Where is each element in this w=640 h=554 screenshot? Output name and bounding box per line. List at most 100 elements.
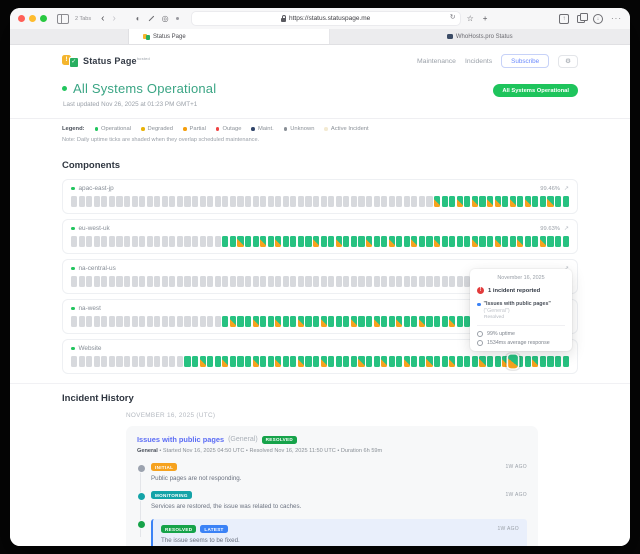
uptime-tick[interactable] [434, 316, 441, 327]
uptime-tick[interactable] [237, 196, 244, 207]
uptime-tick[interactable] [275, 236, 282, 247]
uptime-tick[interactable] [154, 356, 161, 367]
uptime-tick[interactable] [555, 236, 562, 247]
uptime-tick[interactable] [93, 276, 100, 287]
uptime-tick[interactable] [154, 196, 161, 207]
uptime-tick[interactable] [305, 356, 312, 367]
uptime-tick[interactable] [403, 196, 410, 207]
uptime-tick[interactable] [403, 276, 410, 287]
uptime-tick[interactable] [464, 356, 471, 367]
uptime-tick[interactable] [244, 356, 252, 367]
uptime-tick[interactable] [252, 316, 259, 327]
uptime-tick[interactable] [539, 196, 547, 207]
uptime-tick[interactable] [71, 236, 78, 247]
uptime-tick[interactable] [260, 316, 267, 327]
uptime-tick[interactable] [343, 276, 350, 287]
uptime-tick[interactable] [441, 236, 448, 247]
uptime-tick[interactable] [335, 196, 342, 207]
tab-count-label[interactable]: 2 Tabs [75, 15, 92, 22]
uptime-tick[interactable] [131, 316, 138, 327]
uptime-tick[interactable] [539, 356, 547, 367]
uptime-tick[interactable] [71, 316, 78, 327]
uptime-tick[interactable] [290, 196, 297, 207]
uptime-tick[interactable] [260, 356, 267, 367]
uptime-tick[interactable] [229, 276, 236, 287]
uptime-tick[interactable] [358, 196, 365, 207]
uptime-tick[interactable] [131, 196, 138, 207]
uptime-tick[interactable] [146, 276, 153, 287]
uptime-tick[interactable] [350, 276, 357, 287]
uptime-tick[interactable] [381, 236, 388, 247]
uptime-tick[interactable] [207, 196, 214, 207]
uptime-tick[interactable] [192, 236, 199, 247]
uptime-tick[interactable] [441, 196, 448, 207]
uptime-tick[interactable] [139, 196, 146, 207]
uptime-tick[interactable] [350, 356, 357, 367]
uptime-tick[interactable] [456, 356, 463, 367]
uptime-tick[interactable] [267, 356, 274, 367]
uptime-tick[interactable] [509, 196, 516, 207]
uptime-tick[interactable] [282, 316, 289, 327]
uptime-tick[interactable] [449, 356, 456, 367]
close-window-button[interactable] [18, 15, 25, 22]
uptime-tick[interactable] [154, 236, 161, 247]
uptime-tick[interactable] [358, 356, 365, 367]
uptime-tick[interactable] [456, 276, 463, 287]
uptime-tick[interactable] [365, 356, 373, 367]
uptime-tick[interactable] [154, 276, 161, 287]
uptime-tick[interactable] [494, 356, 501, 367]
uptime-tick[interactable] [396, 196, 403, 207]
uptime-tick[interactable] [320, 276, 327, 287]
uptime-tick[interactable] [343, 236, 350, 247]
uptime-tick[interactable] [78, 196, 85, 207]
uptime-tick[interactable] [305, 236, 312, 247]
uptime-tick[interactable] [169, 356, 176, 367]
uptime-tick[interactable] [562, 196, 569, 207]
extension-dot-icon[interactable] [175, 17, 179, 20]
uptime-tick[interactable] [328, 316, 335, 327]
brand[interactable]: ! ✓ Status Pagehosted [62, 54, 150, 68]
uptime-tick[interactable] [320, 196, 327, 207]
uptime-tick[interactable] [184, 316, 191, 327]
uptime-tick[interactable] [313, 236, 320, 247]
uptime-tick[interactable] [93, 316, 100, 327]
uptime-tick[interactable] [502, 236, 509, 247]
uptime-tick[interactable] [267, 276, 274, 287]
uptime-tick[interactable] [502, 196, 509, 207]
uptime-tick[interactable] [418, 196, 426, 207]
uptime-tick[interactable] [471, 236, 478, 247]
uptime-tick[interactable] [146, 356, 153, 367]
uptime-tick[interactable] [396, 236, 403, 247]
uptime-tick[interactable] [184, 276, 191, 287]
uptime-tick[interactable] [207, 356, 214, 367]
nav-incidents[interactable]: Incidents [464, 57, 493, 65]
uptime-tick[interactable] [86, 356, 93, 367]
uptime-tick[interactable] [237, 236, 244, 247]
uptime-tick[interactable] [290, 236, 297, 247]
uptime-tick[interactable] [86, 236, 93, 247]
uptime-tick[interactable] [199, 236, 206, 247]
new-tab-plus-icon[interactable]: + [482, 14, 488, 23]
uptime-tick[interactable] [275, 196, 282, 207]
uptime-tick[interactable] [441, 276, 448, 287]
uptime-tick[interactable] [555, 356, 562, 367]
uptime-tick[interactable] [373, 276, 380, 287]
uptime-tick[interactable] [297, 316, 305, 327]
uptime-tick[interactable] [486, 356, 494, 367]
uptime-tick[interactable] [123, 316, 131, 327]
uptime-tick[interactable] [146, 236, 153, 247]
uptime-tick[interactable] [176, 236, 184, 247]
uptime-tick[interactable] [290, 276, 297, 287]
uptime-tick[interactable] [418, 236, 426, 247]
uptime-tick[interactable] [237, 276, 244, 287]
sidebar-icon[interactable] [57, 13, 69, 24]
uptime-tick[interactable] [373, 356, 380, 367]
uptime-tick[interactable] [365, 196, 373, 207]
uptime-tick[interactable] [313, 276, 320, 287]
uptime-tick[interactable] [335, 236, 342, 247]
uptime-tick[interactable] [486, 196, 494, 207]
uptime-tick[interactable] [108, 236, 115, 247]
uptime-tick[interactable] [305, 196, 312, 207]
uptime-tick[interactable] [486, 236, 494, 247]
uptime-tick[interactable] [471, 356, 478, 367]
